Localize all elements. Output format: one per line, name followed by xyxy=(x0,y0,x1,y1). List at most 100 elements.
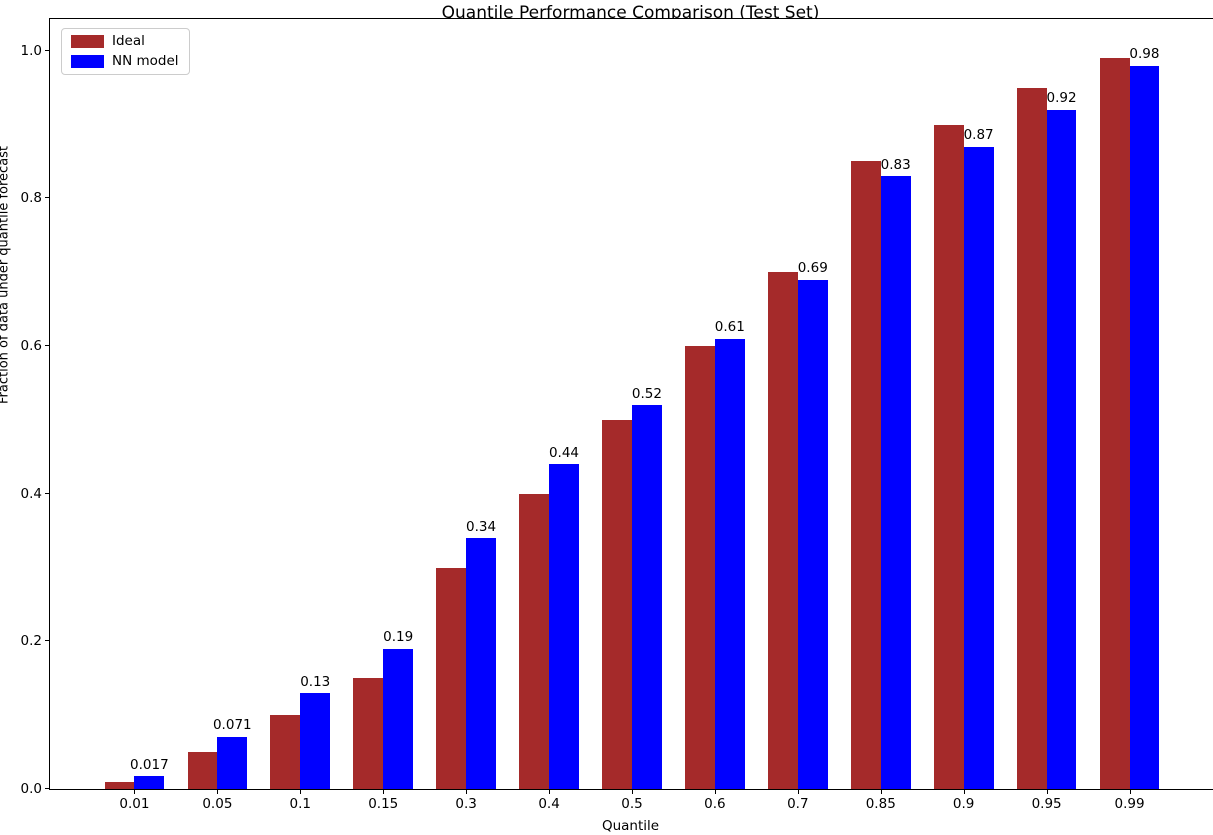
bar-group: 0.017 0.01 xyxy=(93,19,176,812)
legend-swatch-nn-model xyxy=(71,54,104,68)
x-tick-label: 0.01 xyxy=(119,796,150,812)
bar-group: 0.52 0.5 xyxy=(591,19,674,812)
bar-value-label: 0.34 xyxy=(466,518,497,535)
bar-value-label: 0.071 xyxy=(212,717,252,734)
bar-group: 0.071 0.05 xyxy=(176,19,259,812)
x-tick-mark xyxy=(217,790,219,794)
nn-model-bar xyxy=(1129,65,1160,789)
nn-model-bar xyxy=(1046,109,1077,789)
nn-model-bar xyxy=(880,176,911,789)
y-tick-mark xyxy=(45,492,49,494)
x-axis-label: Quantile xyxy=(601,818,660,834)
ideal-bar xyxy=(850,161,881,789)
x-tick-label: 0.85 xyxy=(865,796,896,812)
x-tick-label: 0.9 xyxy=(952,796,975,812)
x-tick-label: 0.99 xyxy=(1114,796,1145,812)
x-tick-mark xyxy=(466,790,468,794)
bar-group: 0.87 0.9 xyxy=(922,19,1005,812)
ideal-bar xyxy=(353,678,384,789)
ideal-bar xyxy=(1016,87,1047,789)
bar-group: 0.98 0.99 xyxy=(1088,19,1171,812)
bar-group: 0.19 0.15 xyxy=(342,19,425,812)
bar-group: 0.69 0.7 xyxy=(756,19,839,812)
bar-value-label: 0.19 xyxy=(383,629,414,646)
y-axis-label: Fraction of data under quantile forecast xyxy=(0,145,12,404)
nn-model-bar xyxy=(134,776,165,789)
nn-model-bar xyxy=(714,338,745,789)
bar-group: 0.83 0.85 xyxy=(839,19,922,812)
bar-value-label: 0.017 xyxy=(130,756,169,773)
ideal-bar xyxy=(933,124,964,789)
bar-group: 0.34 0.3 xyxy=(425,19,508,812)
ideal-bar xyxy=(104,781,135,789)
nn-model-bar xyxy=(217,736,248,789)
bar-group: 0.92 0.95 xyxy=(1005,19,1088,812)
y-tick-mark xyxy=(45,640,49,642)
x-tick-label: 0.15 xyxy=(368,796,399,812)
bar-value-label: 0.61 xyxy=(714,319,745,336)
y-tick-mark xyxy=(45,788,49,789)
ideal-bar xyxy=(1099,58,1130,789)
bar-value-label: 0.52 xyxy=(631,385,662,402)
legend: Ideal NN model xyxy=(61,28,190,75)
bar-group: 0.44 0.4 xyxy=(508,19,591,812)
x-tick-mark xyxy=(1129,790,1131,794)
legend-label-ideal: Ideal xyxy=(112,33,145,49)
y-tick-mark xyxy=(45,49,49,51)
bar-value-label: 0.83 xyxy=(880,156,911,173)
nn-model-bar xyxy=(631,405,662,789)
y-tick-label: 1.0 xyxy=(20,42,42,59)
ideal-bar xyxy=(685,346,715,789)
x-tick-label: 0.6 xyxy=(704,796,726,812)
bar-value-label: 0.87 xyxy=(963,127,994,144)
bars-area: 0.017 0.01 0.071 0.05 0.13 0.1 0.19 0.15 0.34 0.3… xyxy=(93,19,1171,812)
x-tick-mark xyxy=(134,790,136,794)
plot-area: 0.017 0.01 0.071 0.05 0.13 0.1 0.19 0.15 0.34 0.3… xyxy=(21,18,1213,812)
x-tick-label: 0.4 xyxy=(538,796,560,812)
bar-value-label: 0.44 xyxy=(548,444,580,461)
ideal-bar xyxy=(767,272,798,789)
y-tick-label: 0.6 xyxy=(20,338,42,355)
ideal-bar xyxy=(602,419,632,789)
bar-value-label: 0.69 xyxy=(797,260,828,277)
x-tick-mark xyxy=(963,790,965,794)
nn-model-bar xyxy=(549,464,579,789)
y-tick-mark xyxy=(45,345,49,347)
nn-model-bar xyxy=(300,693,331,789)
bar-value-label: 0.13 xyxy=(300,673,331,690)
x-tick-label: 0.5 xyxy=(621,796,643,812)
bar-value-label: 0.98 xyxy=(1129,46,1160,63)
nn-model-bar xyxy=(963,146,994,789)
x-tick-mark xyxy=(549,790,551,794)
bar-group: 0.13 0.1 xyxy=(259,19,342,812)
x-tick-mark xyxy=(797,790,799,794)
y-tick-label: 0.4 xyxy=(20,485,42,502)
ideal-bar xyxy=(187,752,218,789)
ideal-bar xyxy=(519,493,550,789)
nn-model-bar xyxy=(797,279,828,789)
x-tick-mark xyxy=(714,790,716,794)
x-tick-label: 0.05 xyxy=(202,796,233,812)
x-tick-mark xyxy=(880,790,882,794)
x-tick-label: 0.1 xyxy=(289,796,312,812)
legend-item-nn-model: NN model xyxy=(71,52,179,69)
x-tick-mark xyxy=(631,790,633,794)
nn-model-bar xyxy=(466,538,496,789)
bar-value-label: 0.92 xyxy=(1046,90,1077,107)
legend-swatch-ideal xyxy=(71,35,104,49)
x-tick-mark xyxy=(1046,790,1048,794)
x-tick-label: 0.95 xyxy=(1031,796,1062,812)
ideal-bar xyxy=(436,567,467,789)
y-tick-label: 0.8 xyxy=(20,190,42,207)
x-tick-label: 0.7 xyxy=(787,796,809,812)
x-tick-mark xyxy=(300,790,302,794)
legend-label-nn-model: NN model xyxy=(112,52,179,69)
nn-model-bar xyxy=(383,648,414,789)
x-tick-label: 0.3 xyxy=(455,796,477,812)
legend-item-ideal: Ideal xyxy=(71,33,179,49)
x-tick-mark xyxy=(383,790,385,794)
ideal-bar xyxy=(270,715,301,789)
y-tick-label: 0.2 xyxy=(20,633,42,650)
y-tick-mark xyxy=(45,197,49,199)
